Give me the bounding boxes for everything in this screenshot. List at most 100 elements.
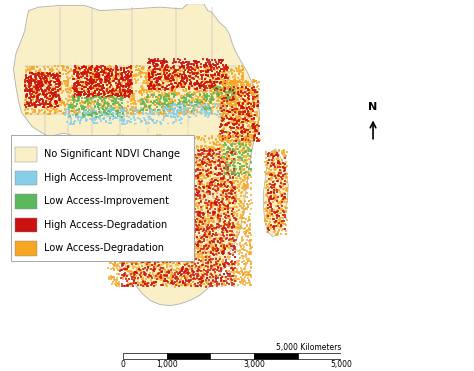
Point	[160, 273, 167, 279]
Point	[76, 89, 83, 95]
Point	[233, 247, 240, 253]
Point	[108, 203, 115, 209]
Point	[162, 172, 170, 178]
Point	[183, 184, 191, 190]
Point	[165, 167, 173, 173]
Point	[119, 208, 127, 214]
Point	[147, 282, 155, 288]
Point	[163, 114, 171, 119]
Point	[73, 95, 81, 101]
Point	[33, 96, 41, 102]
Point	[214, 172, 221, 178]
Point	[122, 81, 130, 87]
Point	[236, 164, 244, 170]
Point	[230, 261, 238, 267]
Point	[126, 227, 134, 233]
Point	[137, 184, 145, 190]
Point	[216, 261, 224, 267]
Point	[140, 255, 148, 260]
Point	[106, 165, 114, 171]
Point	[183, 254, 191, 260]
Point	[199, 273, 207, 279]
Point	[112, 100, 120, 106]
Point	[210, 203, 217, 209]
Point	[217, 103, 225, 109]
Point	[176, 145, 184, 151]
Point	[145, 122, 153, 128]
Point	[275, 187, 283, 193]
Point	[161, 266, 168, 272]
Point	[165, 68, 173, 74]
Point	[273, 151, 281, 157]
Point	[137, 204, 145, 210]
Point	[91, 66, 98, 72]
Point	[231, 92, 238, 98]
Point	[234, 260, 242, 266]
Point	[194, 99, 202, 105]
Point	[185, 229, 192, 234]
Point	[112, 238, 120, 244]
Point	[103, 111, 111, 116]
Point	[190, 198, 197, 204]
Point	[201, 148, 209, 154]
Point	[183, 170, 191, 175]
Point	[120, 148, 128, 154]
Point	[216, 80, 224, 86]
Point	[143, 267, 151, 273]
Point	[221, 221, 229, 227]
Point	[158, 200, 165, 206]
Point	[203, 171, 210, 177]
Point	[106, 114, 113, 120]
Point	[169, 215, 176, 221]
Point	[209, 283, 217, 289]
Point	[171, 80, 178, 86]
Point	[155, 229, 162, 235]
Point	[138, 166, 146, 172]
Point	[142, 170, 150, 175]
Point	[127, 194, 135, 200]
Point	[60, 101, 67, 107]
Point	[163, 147, 170, 153]
Point	[38, 75, 46, 81]
Point	[31, 83, 38, 89]
Point	[119, 191, 127, 197]
Point	[138, 157, 146, 162]
Point	[111, 171, 119, 177]
Point	[134, 201, 142, 207]
Point	[222, 171, 229, 177]
Point	[119, 87, 127, 93]
Point	[205, 160, 213, 166]
Point	[195, 216, 202, 222]
Point	[272, 210, 280, 216]
Point	[255, 130, 263, 136]
Point	[192, 283, 200, 289]
Point	[145, 67, 153, 73]
Point	[148, 201, 155, 207]
Point	[110, 88, 118, 94]
Point	[118, 256, 126, 262]
Point	[137, 267, 145, 273]
Point	[156, 86, 164, 92]
Point	[265, 157, 273, 163]
Point	[230, 78, 238, 84]
Point	[73, 67, 81, 73]
Point	[116, 193, 124, 199]
Point	[223, 71, 230, 77]
Point	[91, 88, 99, 94]
Point	[181, 181, 189, 187]
Point	[116, 229, 123, 235]
Point	[46, 104, 54, 109]
Point	[159, 137, 167, 143]
Point	[46, 103, 54, 109]
Point	[110, 266, 118, 272]
Point	[137, 71, 144, 77]
Point	[128, 136, 136, 142]
Point	[233, 232, 240, 238]
Point	[220, 210, 228, 216]
Point	[117, 201, 124, 207]
Point	[140, 194, 148, 200]
Point	[115, 79, 123, 85]
Point	[80, 83, 87, 89]
Point	[163, 67, 171, 73]
Point	[22, 98, 29, 104]
